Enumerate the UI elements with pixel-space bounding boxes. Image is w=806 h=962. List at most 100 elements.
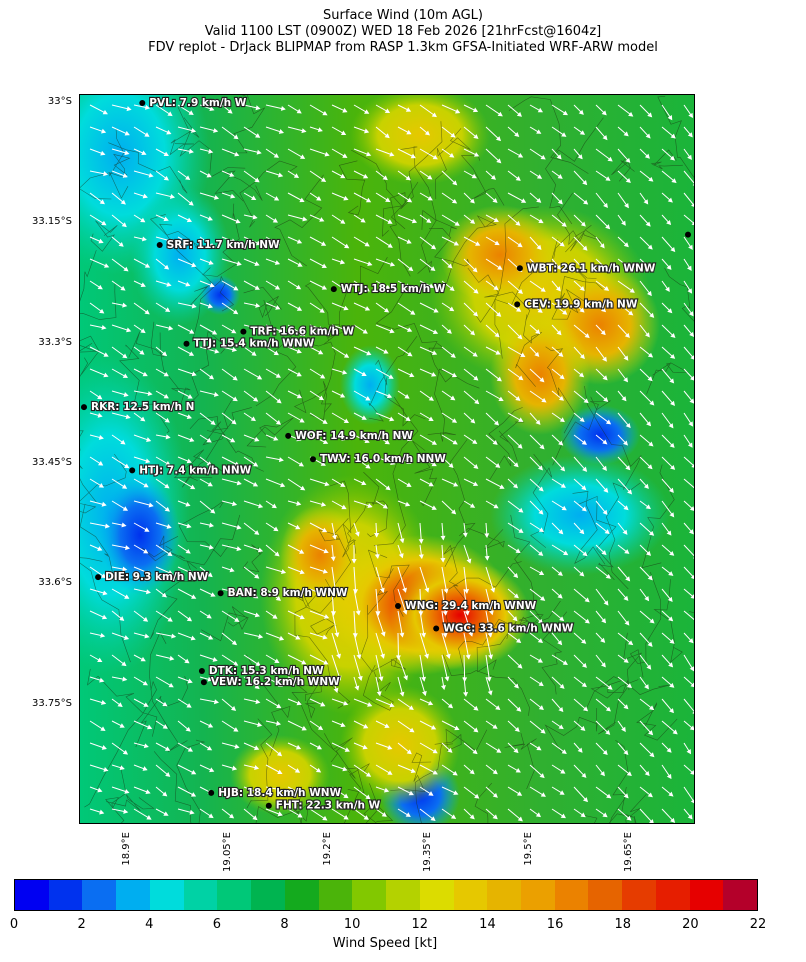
station-marker[interactable]	[330, 286, 337, 293]
wind-vector-head	[165, 434, 171, 440]
wind-vector-head	[231, 328, 237, 334]
colorbar-swatch	[723, 880, 758, 910]
wind-vector-head	[117, 702, 123, 708]
wind-vector	[419, 632, 429, 659]
wind-vector-head	[118, 241, 124, 247]
wind-vector-head	[120, 199, 126, 205]
wind-vector-head	[324, 481, 330, 487]
wind-vector-head	[540, 287, 546, 292]
station-marker[interactable]	[139, 100, 146, 106]
wind-vector-head	[121, 484, 128, 489]
wind-vector-head	[557, 571, 563, 576]
station-marker[interactable]	[198, 668, 205, 674]
wind-vector-head	[518, 375, 524, 381]
wind-vector-head	[691, 221, 694, 226]
wind-vector-head	[535, 329, 541, 335]
wind-vector-head	[186, 616, 193, 622]
wind-vector-head	[163, 151, 169, 156]
wind-vector-head	[449, 306, 455, 312]
wind-vector-head	[236, 480, 242, 486]
wind-vector-head	[322, 634, 328, 640]
wind-vector-head	[209, 242, 215, 248]
wind-vector-head	[254, 765, 260, 770]
wind-vector-head	[162, 701, 168, 707]
wind-map[interactable]: PVL: 7.9 km/h W SRF: 11.7 km/h NW WTJ: 18.…	[79, 94, 695, 824]
wind-vector-head	[538, 681, 544, 687]
wind-vector-head	[206, 613, 212, 619]
wind-vector-head	[488, 610, 494, 616]
station-marker[interactable]	[129, 467, 136, 474]
lat-tick-label: 33°S	[47, 96, 72, 108]
station-marker[interactable]	[685, 231, 691, 238]
wind-vector-head	[624, 262, 630, 268]
wind-vector-head	[690, 375, 694, 381]
wind-vector-head	[536, 197, 542, 203]
colorbar-tick-label: 2	[77, 917, 86, 932]
wind-vector-head	[599, 243, 605, 249]
wind-vector-head	[119, 723, 125, 728]
wind-vector-head	[474, 399, 480, 405]
wind-vector-head	[343, 305, 349, 311]
wind-vector-head	[208, 260, 214, 265]
wind-vector-head	[234, 151, 240, 157]
wind-vector-head	[625, 576, 631, 582]
wind-vector-head	[666, 747, 672, 753]
wind-vector-head	[255, 302, 261, 308]
wind-vector	[353, 610, 356, 638]
station-marker[interactable]	[265, 802, 272, 809]
wind-vector-head	[454, 725, 460, 731]
colorbar-tick-label: 22	[749, 917, 767, 932]
wind-vector-head	[231, 788, 237, 794]
wind-vector-head	[453, 241, 460, 246]
station-marker[interactable]	[516, 265, 523, 272]
station-marker[interactable]	[200, 679, 207, 686]
terrain-contour	[390, 752, 432, 793]
station-marker[interactable]	[208, 789, 215, 796]
station-marker[interactable]	[240, 328, 247, 335]
terrain-contour	[557, 192, 586, 253]
wind-vector-head	[275, 595, 282, 601]
terrain-contour	[445, 215, 498, 289]
wind-vector-head	[190, 635, 196, 641]
wind-vector-head	[689, 331, 694, 337]
station-marker[interactable]	[514, 301, 521, 308]
wind-vector-head	[362, 173, 369, 179]
wind-vector-head	[144, 309, 150, 315]
wind-vector-head	[122, 353, 128, 359]
wind-vector-head	[538, 705, 544, 711]
station-marker[interactable]	[285, 432, 292, 439]
station-marker[interactable]	[183, 340, 190, 347]
wind-vector-head	[514, 726, 520, 733]
wind-vector-head	[209, 106, 215, 112]
wind-vector-head	[492, 769, 498, 775]
wind-vector-head	[232, 375, 238, 381]
wind-vector-head	[579, 264, 585, 270]
wind-vector-head	[623, 131, 629, 137]
wind-vector-head	[207, 481, 213, 487]
wind-vector-head	[141, 236, 147, 242]
station-marker[interactable]	[95, 574, 102, 581]
wind-vector-head	[191, 262, 197, 268]
terrain-contour	[135, 676, 189, 748]
station-marker[interactable]	[217, 590, 224, 597]
wind-vector-head	[443, 588, 449, 594]
station-marker[interactable]	[156, 242, 163, 248]
wind-vector-head	[671, 178, 677, 184]
wind-vector-head	[520, 198, 527, 203]
wind-vector-head	[537, 308, 543, 313]
terrain-contour	[584, 385, 642, 490]
station-marker[interactable]	[310, 456, 316, 463]
wind-vector-head	[320, 177, 327, 182]
wind-vector-head	[253, 593, 259, 599]
station-marker[interactable]	[433, 625, 440, 632]
wind-vector-head	[450, 814, 457, 820]
wind-vector-head	[361, 480, 367, 486]
wind-vector-head	[408, 790, 414, 796]
wind-vector-head	[342, 766, 348, 772]
wind-vector-head	[164, 417, 170, 423]
wind-vector-head	[296, 108, 302, 114]
station-marker[interactable]	[395, 603, 401, 609]
station-marker[interactable]	[81, 404, 87, 411]
wind-vector-head	[472, 749, 478, 755]
wind-vector-head	[450, 395, 456, 401]
